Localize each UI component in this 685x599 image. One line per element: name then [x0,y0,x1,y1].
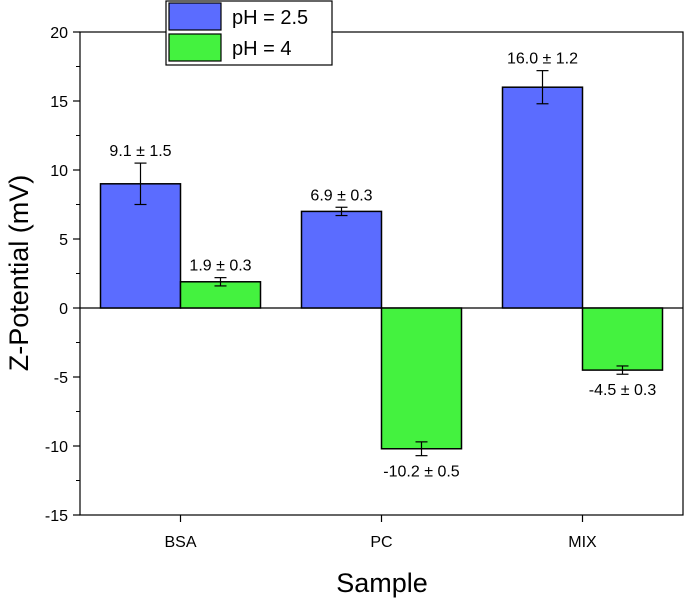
legend-label: pH = 2.5 [232,7,308,29]
bar [581,307,664,371]
y-tick-label: -15 [45,508,68,525]
y-tick-label: -10 [45,439,68,456]
bar [179,281,262,309]
y-tick-label: 0 [59,301,68,318]
x-tick-label: PC [370,534,392,551]
bar [380,307,463,450]
bar [501,86,584,309]
data-label: 1.9 ± 0.3 [189,258,251,275]
y-tick-label: -5 [54,370,68,387]
x-tick-label: MIX [568,534,597,551]
legend-label: pH = 4 [232,38,291,60]
bar [99,183,182,309]
y-tick-label: 20 [50,25,68,42]
data-label: 6.9 ± 0.3 [310,187,372,204]
y-axis-title: Z-Potential (mV) [4,175,34,372]
x-axis-title: Sample [336,568,428,598]
legend-swatch [168,33,222,62]
data-label: 9.1 ± 1.5 [109,143,171,160]
y-tick-label: 15 [50,94,68,111]
y-tick-label: 10 [50,163,68,180]
legend-swatch [168,2,222,31]
bar [300,210,383,309]
data-label: 16.0 ± 1.2 [507,51,578,68]
y-tick-label: 5 [59,232,68,249]
x-tick-label: BSA [164,534,196,551]
legend: pH = 2.5 pH = 4 [165,0,333,66]
data-label: -4.5 ± 0.3 [589,382,657,399]
plot-marks: -15 -10 -5 0 5 10 15 20 9.1 ± 1.5 1.9 ± 0.3 BSA 6.9… [45,0,684,551]
data-label: -10.2 ± 0.5 [383,464,459,481]
